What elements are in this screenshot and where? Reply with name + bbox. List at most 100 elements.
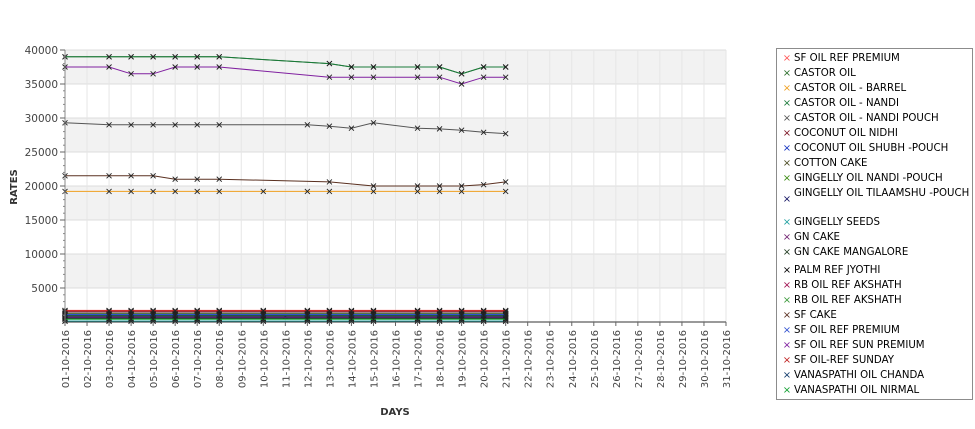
legend-marker: × bbox=[782, 265, 792, 276]
data-point bbox=[150, 172, 156, 179]
x-tick-label: 12-10-2016 bbox=[303, 330, 314, 388]
series-3 bbox=[62, 53, 509, 77]
data-point bbox=[194, 176, 201, 183]
x-tick-label: 31-10-2016 bbox=[722, 330, 733, 388]
x-tick-label: 15-10-2016 bbox=[369, 330, 380, 388]
series-16 bbox=[62, 172, 509, 189]
data-point bbox=[106, 64, 112, 70]
data-point bbox=[502, 130, 509, 137]
legend-label: COCONUT OIL NIDHI bbox=[794, 128, 898, 139]
x-tick-label: 10-10-2016 bbox=[259, 330, 270, 388]
x-tick-label: 11-10-2016 bbox=[281, 330, 292, 388]
data-point bbox=[106, 307, 112, 314]
data-point bbox=[128, 188, 134, 195]
legend-marker: × bbox=[782, 280, 792, 291]
legend-marker: × bbox=[782, 128, 792, 139]
data-point bbox=[502, 307, 509, 314]
legend-marker: × bbox=[782, 143, 792, 154]
data-point bbox=[106, 172, 112, 179]
x-tick-label: 09-10-2016 bbox=[237, 330, 248, 388]
y-tick-label: 20000 bbox=[25, 181, 58, 193]
data-point bbox=[480, 129, 487, 136]
y-tick-label: 10000 bbox=[25, 249, 58, 261]
data-point bbox=[172, 176, 178, 183]
x-tick-label: 23-10-2016 bbox=[546, 330, 557, 388]
data-point bbox=[502, 64, 509, 70]
plot-gridlines bbox=[64, 49, 727, 322]
data-point bbox=[414, 74, 421, 81]
data-point bbox=[128, 316, 134, 323]
data-point bbox=[150, 70, 156, 77]
legend-label: GINGELLY OIL NANDI -POUCH bbox=[794, 173, 943, 184]
data-point bbox=[150, 53, 156, 60]
data-point bbox=[326, 60, 333, 67]
data-point bbox=[414, 125, 421, 132]
data-point bbox=[194, 188, 201, 195]
data-point bbox=[458, 127, 465, 134]
legend-label: GINGELLY OIL TILAAMSHU -POUCH bbox=[794, 188, 970, 199]
data-point bbox=[128, 70, 134, 77]
legend-marker: × bbox=[782, 370, 792, 381]
data-point bbox=[326, 316, 333, 323]
data-point bbox=[172, 316, 178, 323]
legend-label: SF CAKE bbox=[794, 310, 837, 321]
data-point bbox=[502, 188, 509, 195]
legend-label: COTTON CAKE bbox=[794, 158, 868, 169]
data-point bbox=[370, 183, 377, 189]
data-point bbox=[458, 183, 465, 189]
legend-marker: × bbox=[782, 83, 792, 94]
data-point bbox=[106, 316, 112, 323]
data-point bbox=[194, 316, 201, 323]
legend-marker: × bbox=[782, 355, 792, 366]
data-point bbox=[128, 53, 134, 60]
data-point bbox=[414, 316, 421, 323]
series-line bbox=[65, 175, 506, 187]
data-point bbox=[414, 64, 421, 70]
x-tick-label: 18-10-2016 bbox=[436, 330, 447, 388]
y-tick-label: 15000 bbox=[25, 215, 58, 227]
data-point bbox=[304, 316, 311, 323]
legend-marker: × bbox=[782, 325, 792, 336]
x-tick-label: 25-10-2016 bbox=[590, 330, 601, 388]
data-point bbox=[326, 188, 333, 195]
x-tick-label: 16-10-2016 bbox=[392, 330, 403, 388]
series-line bbox=[64, 122, 506, 135]
data-point bbox=[414, 188, 421, 195]
data-point bbox=[414, 307, 421, 314]
data-point bbox=[436, 74, 443, 81]
y-tick-label: 40000 bbox=[25, 45, 58, 57]
data-point bbox=[436, 64, 443, 70]
data-point bbox=[458, 307, 465, 314]
data-point bbox=[480, 181, 487, 188]
series-18 bbox=[62, 64, 509, 87]
data-point bbox=[436, 126, 443, 132]
data-point bbox=[216, 176, 223, 183]
x-tick-label: 28-10-2016 bbox=[656, 330, 667, 388]
x-tick-label: 24-10-2016 bbox=[568, 330, 579, 388]
x-tick-label: 27-10-2016 bbox=[634, 330, 645, 388]
x-tick-label: 03-10-2016 bbox=[105, 330, 116, 388]
data-point bbox=[326, 307, 333, 314]
data-point bbox=[106, 121, 112, 128]
legend-label: COCONUT OIL SHUBH -POUCH bbox=[794, 143, 949, 154]
data-point bbox=[216, 316, 223, 323]
x-tick-label: 17-10-2016 bbox=[414, 330, 425, 388]
data-point bbox=[370, 188, 377, 195]
legend-marker: × bbox=[782, 340, 792, 351]
x-tick-label: 30-10-2016 bbox=[700, 330, 711, 388]
data-point bbox=[348, 64, 355, 70]
x-tick-label: 08-10-2016 bbox=[215, 330, 226, 388]
data-point bbox=[348, 74, 355, 81]
data-point bbox=[458, 70, 465, 77]
data-point bbox=[260, 188, 267, 195]
data-point bbox=[194, 64, 201, 70]
data-point bbox=[436, 183, 443, 189]
legend-label: SF OIL-REF SUNDAY bbox=[794, 355, 894, 366]
legend-label: SF OIL REF PREMIUM bbox=[794, 53, 900, 64]
series-4 bbox=[62, 119, 509, 137]
data-point bbox=[128, 307, 134, 314]
legend-label: VANASPATHI OIL NIRMAL bbox=[794, 385, 920, 396]
x-axis-label: DAYS bbox=[380, 407, 410, 418]
data-point bbox=[216, 64, 223, 70]
